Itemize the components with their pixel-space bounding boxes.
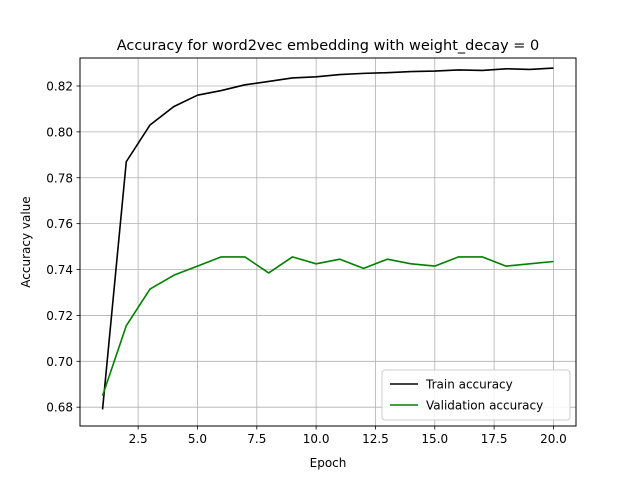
y-axis-label: Accuracy value: [19, 196, 33, 287]
x-tick-label: 15.0: [421, 432, 448, 446]
series-group: [101, 67, 554, 410]
y-tick-label: 0.82: [46, 79, 73, 93]
y-tick-label: 0.72: [46, 309, 73, 323]
plot-frame: [79, 57, 577, 427]
y-tick-label: 0.80: [46, 125, 73, 139]
x-tick-label: 12.5: [362, 432, 389, 446]
x-tick-label: 5.0: [188, 432, 207, 446]
x-tick-label: 20.0: [540, 432, 567, 446]
series-line-train-accuracy: [101, 67, 554, 410]
grid: [80, 58, 576, 426]
y-tick-label: 0.74: [46, 263, 73, 277]
legend-box: [381, 369, 571, 421]
y-axis: 0.68 0.70 0.72 0.74 0.76 0.78 0.80 0.82: [46, 79, 80, 415]
x-tick-label: 2.5: [129, 432, 148, 446]
legend: Train accuracy Validation accuracy: [381, 369, 571, 421]
x-tick-label: 10.0: [303, 432, 330, 446]
x-axis: 2.5 5.0 7.5 10.0 12.5 15.0 17.5 20.0: [129, 426, 567, 446]
y-tick-label: 0.68: [46, 401, 73, 415]
x-tick-label: 7.5: [247, 432, 266, 446]
x-tick-label: 17.5: [481, 432, 508, 446]
chart-title: Accuracy for word2vec embedding with wei…: [117, 38, 540, 54]
x-axis-label: Epoch: [310, 456, 347, 470]
y-tick-label: 0.78: [46, 171, 73, 185]
series-line-validation-accuracy: [101, 256, 554, 396]
legend-label: Train accuracy: [425, 378, 513, 392]
y-tick-label: 0.70: [46, 355, 73, 369]
legend-label: Validation accuracy: [426, 399, 543, 413]
y-tick-label: 0.76: [46, 217, 73, 231]
